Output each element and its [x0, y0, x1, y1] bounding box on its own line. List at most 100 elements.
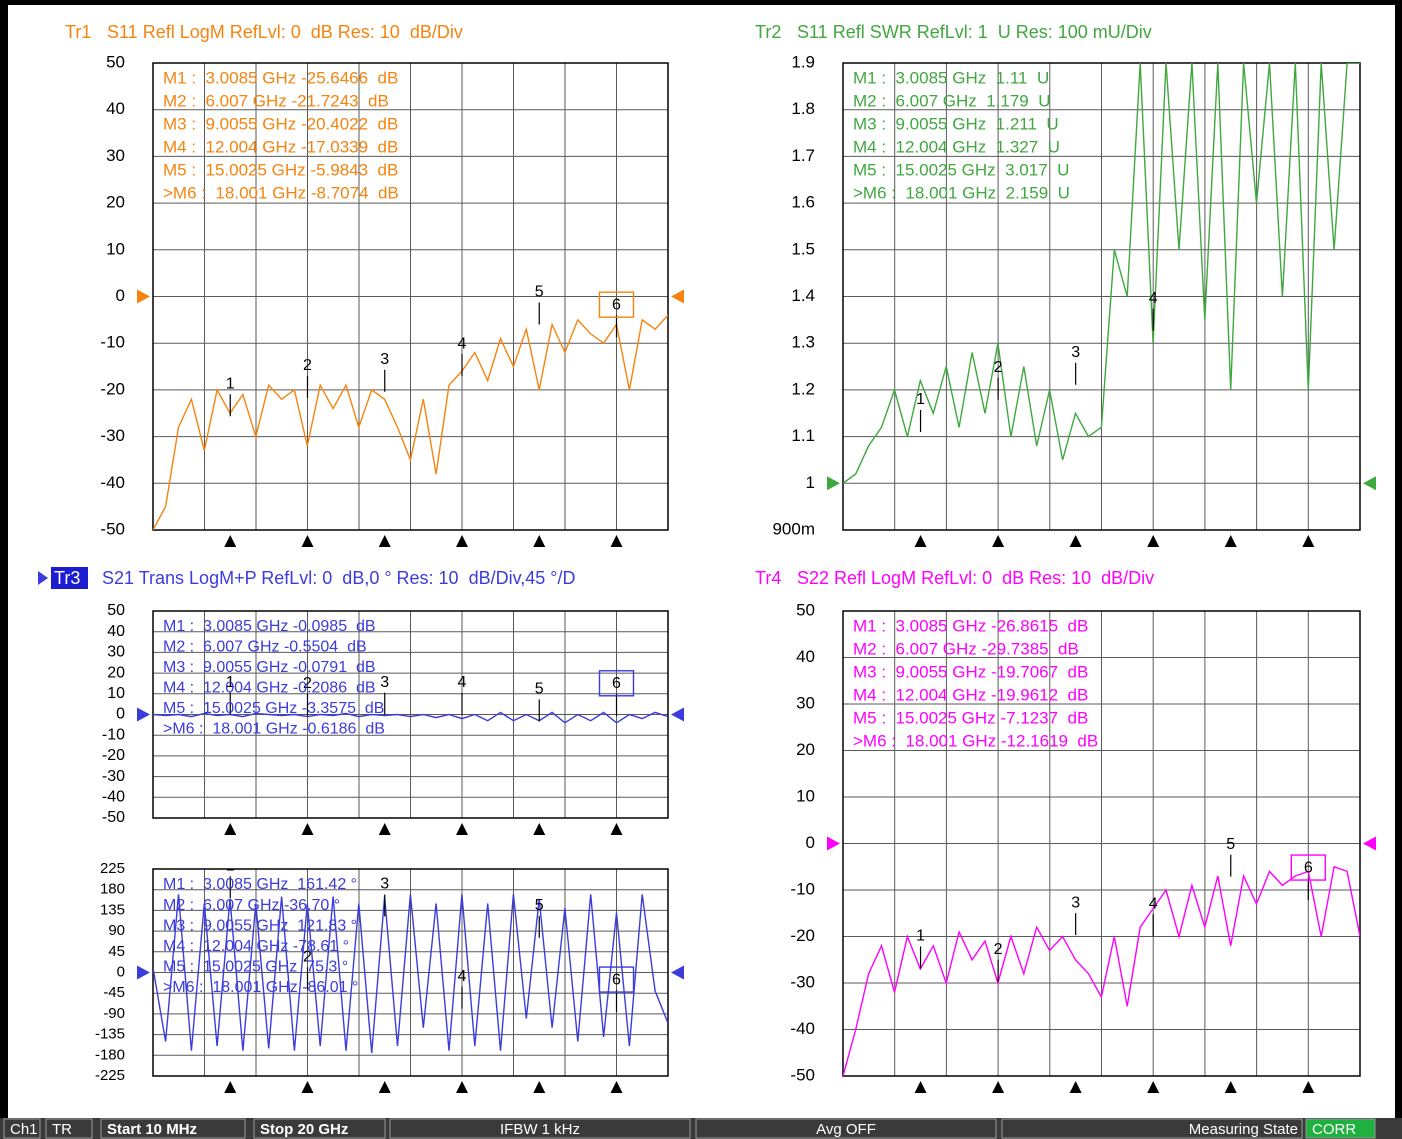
- marker-readout: M2 : 6.007 GHz -36.70 °: [163, 897, 340, 914]
- ref-arrow-right: [671, 965, 684, 980]
- marker: 2: [994, 941, 1003, 982]
- marker-triangle: [610, 1081, 623, 1093]
- marker: 1: [226, 869, 235, 899]
- marker-triangle: [610, 535, 623, 547]
- marker-triangle: [301, 1081, 314, 1093]
- y-tick-label: 225: [100, 860, 125, 877]
- marker: 6: [598, 291, 635, 338]
- status-cell: [3, 1118, 41, 1139]
- marker-triangle: [301, 535, 314, 547]
- marker-triangle: [533, 1081, 546, 1093]
- marker-triangle: [224, 823, 237, 835]
- y-tick-label: 10: [796, 786, 815, 805]
- trace-line: [843, 63, 1360, 484]
- status-text: Avg OFF: [816, 1121, 876, 1138]
- marker: 5: [535, 284, 544, 325]
- marker-label: 6: [612, 971, 621, 988]
- marker-readout: M2 : 6.007 GHz -0.5504 dB: [163, 639, 367, 656]
- marker-readout: M3 : 9.0055 GHz 1.211 U: [853, 114, 1059, 133]
- marker-label: 3: [1071, 344, 1080, 361]
- y-tick-label: 1.8: [791, 99, 815, 118]
- y-tick-label: -30: [790, 972, 815, 991]
- marker-readout: >M6 : 18.001 GHz -86.01 °: [163, 979, 358, 996]
- marker-triangle: [224, 535, 237, 547]
- ref-arrow-left: [137, 965, 150, 980]
- marker-triangle: [456, 823, 468, 835]
- marker-readout: M4 : 12.004 GHz 1.327 U: [853, 137, 1060, 156]
- marker-label: 3: [380, 351, 389, 368]
- trace-title: S11 Refl SWR RefLvl: 1 U Res: 100 mU/Div: [797, 22, 1152, 42]
- y-tick-label: 20: [106, 193, 125, 212]
- marker-readout: M2 : 6.007 GHz -21.7243 dB: [163, 91, 389, 110]
- y-tick-label: 900m: [772, 519, 815, 538]
- marker: 6: [598, 966, 635, 1013]
- marker-triangle: [1069, 1081, 1082, 1093]
- y-tick-label: -45: [103, 984, 125, 1001]
- marker-readout: >M6 : 18.001 GHz 2.159 U: [853, 183, 1070, 202]
- ref-arrow-right: [671, 707, 684, 722]
- marker-triangle: [1224, 535, 1237, 547]
- y-tick-label: 20: [796, 740, 815, 759]
- y-tick-label: 0: [806, 833, 815, 852]
- marker-label: 6: [1304, 859, 1313, 876]
- marker: 3: [380, 351, 389, 392]
- ref-arrow-right: [671, 289, 684, 304]
- trace-name: Tr2: [755, 22, 781, 42]
- y-tick-label: 1.9: [791, 52, 815, 71]
- marker-label: 5: [535, 681, 544, 698]
- status-cell: [100, 1118, 246, 1139]
- marker-readout: M1 : 3.0085 GHz -25.6466 dB: [163, 68, 398, 87]
- marker-triangle: [1302, 535, 1315, 547]
- status-text: Ch1: [10, 1121, 38, 1138]
- marker-triangle: [378, 535, 391, 547]
- y-tick-label: 0: [117, 963, 125, 980]
- ref-arrow-left: [137, 707, 150, 722]
- marker: 2: [303, 675, 312, 716]
- marker-readout: >M6 : 18.001 GHz -0.6186 dB: [163, 721, 385, 738]
- marker-readout: M5 : 15.0025 GHz 3.017 U: [853, 160, 1069, 179]
- marker-triangle: [992, 535, 1005, 547]
- marker: 1: [226, 674, 235, 715]
- marker: 5: [1226, 836, 1235, 877]
- marker-triangle: [456, 1081, 468, 1093]
- ref-arrow-left: [827, 836, 840, 851]
- marker: 4: [458, 968, 467, 1009]
- marker-readout: M5 : 15.0025 GHz 75.3 °: [163, 959, 348, 976]
- trace-name: Tr4: [755, 568, 781, 588]
- marker-readout: M3 : 9.0055 GHz -19.7067 dB: [853, 662, 1088, 681]
- marker: 3: [1071, 894, 1080, 936]
- y-tick-label: 30: [796, 693, 815, 712]
- marker-label: 1: [916, 928, 925, 945]
- y-tick-label: 1.6: [791, 193, 815, 212]
- y-tick-label: -50: [102, 809, 125, 826]
- marker: 3: [380, 876, 389, 917]
- y-tick-label: -30: [102, 768, 125, 785]
- marker-label: 4: [458, 674, 467, 691]
- y-tick-label: 40: [106, 99, 125, 118]
- marker: 5: [535, 897, 544, 938]
- marker-readout: M1 : 3.0085 GHz -26.8615 dB: [853, 616, 1088, 635]
- active-marker-box: [598, 670, 635, 697]
- y-tick-label: 10: [106, 239, 125, 258]
- active-trace-box: [51, 567, 88, 589]
- y-tick-label: 90: [108, 922, 125, 939]
- marker-readout: >M6 : 18.001 GHz -8.7074 dB: [163, 183, 399, 202]
- marker-triangle: [610, 823, 623, 835]
- frame-top: [0, 0, 1402, 5]
- ref-arrow-right: [1363, 836, 1376, 851]
- marker-label: 5: [1226, 836, 1235, 853]
- ref-arrow-right: [1363, 476, 1376, 491]
- marker-label: 2: [994, 359, 1003, 376]
- marker-label: 4: [1149, 896, 1158, 913]
- marker: 4: [458, 335, 467, 377]
- marker-label: 2: [994, 941, 1003, 958]
- y-tick-label: 30: [107, 644, 125, 661]
- y-tick-label: 1: [806, 473, 815, 492]
- marker: 4: [1149, 290, 1158, 331]
- marker: 1: [226, 375, 235, 417]
- marker-readout: M5 : 15.0025 GHz -3.3575 dB: [163, 700, 384, 717]
- y-tick-label: 30: [106, 146, 125, 165]
